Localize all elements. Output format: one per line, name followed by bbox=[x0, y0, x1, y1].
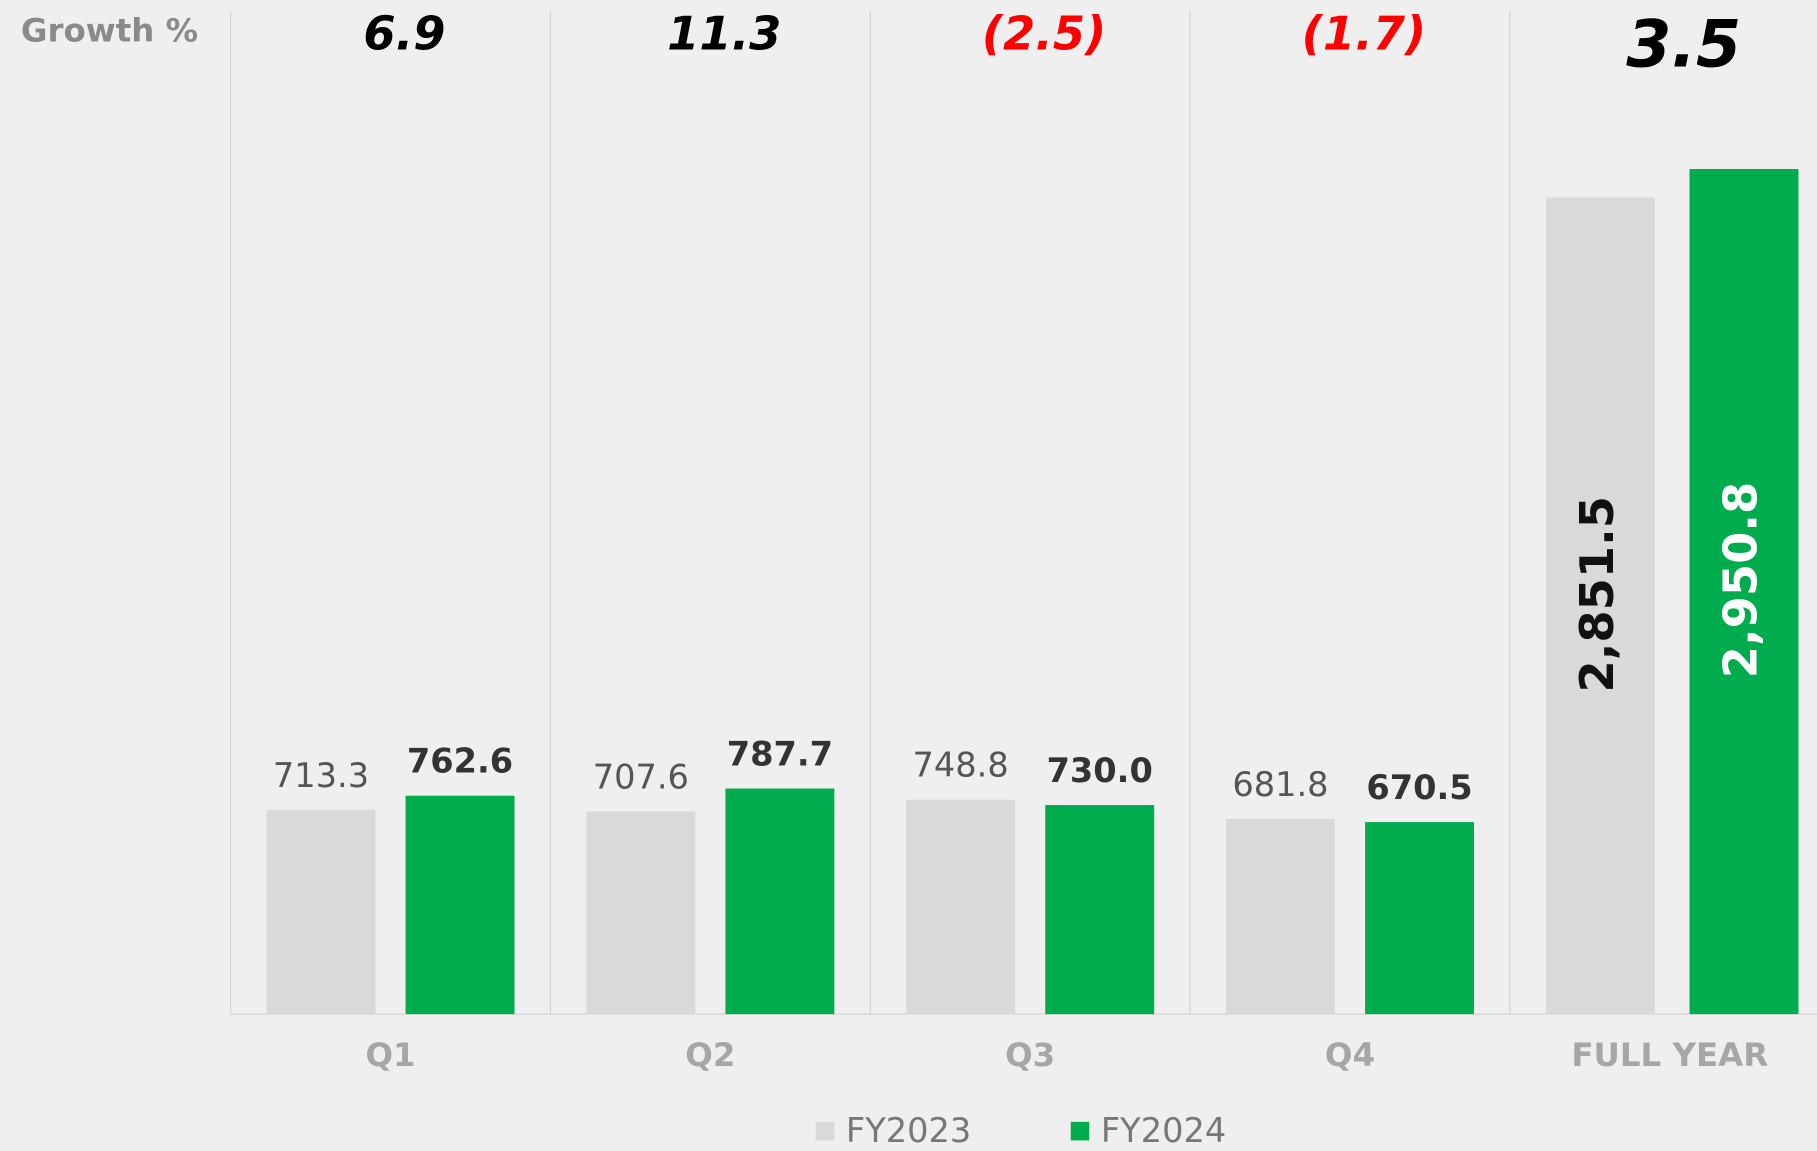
value-label: 713.3 bbox=[273, 756, 369, 795]
bar bbox=[405, 795, 515, 1015]
growth-label: 11.3 bbox=[667, 7, 781, 61]
x-tick-label: Q2 bbox=[685, 1036, 735, 1074]
legend-swatch bbox=[1070, 1121, 1090, 1141]
legend-swatch bbox=[815, 1121, 835, 1141]
row-label: Growth % bbox=[21, 12, 198, 50]
bar bbox=[906, 799, 1016, 1015]
value-label: 707.6 bbox=[593, 758, 689, 797]
growth-label: (2.5) bbox=[982, 7, 1106, 61]
bar bbox=[1045, 805, 1155, 1015]
legend-label: FY2024 bbox=[1101, 1111, 1226, 1150]
bar bbox=[586, 811, 696, 1015]
value-label: 787.7 bbox=[727, 735, 833, 774]
growth-label: 3.5 bbox=[1626, 7, 1741, 82]
x-tick-label: Q4 bbox=[1325, 1036, 1375, 1074]
bar bbox=[1545, 197, 1655, 1015]
value-label: 670.5 bbox=[1366, 768, 1472, 807]
bar bbox=[1226, 818, 1335, 1015]
value-label: 730.0 bbox=[1047, 751, 1153, 790]
x-tick-label: FULL YEAR bbox=[1571, 1036, 1768, 1074]
x-tick-label: Q3 bbox=[1005, 1036, 1055, 1074]
value-label: 681.8 bbox=[1232, 765, 1328, 804]
growth-label: 6.9 bbox=[363, 7, 445, 61]
bar bbox=[725, 788, 835, 1015]
growth-label: (1.7) bbox=[1302, 7, 1426, 61]
value-label: 2,851.5 bbox=[1570, 496, 1624, 692]
value-label: 2,950.8 bbox=[1713, 482, 1767, 678]
value-label: 748.8 bbox=[913, 746, 1009, 785]
bar bbox=[1365, 822, 1474, 1015]
legend-label: FY2023 bbox=[846, 1111, 971, 1150]
value-label: 762.6 bbox=[407, 742, 513, 781]
x-tick-label: Q1 bbox=[365, 1036, 415, 1074]
bar bbox=[266, 809, 376, 1015]
bar bbox=[1689, 169, 1799, 1015]
